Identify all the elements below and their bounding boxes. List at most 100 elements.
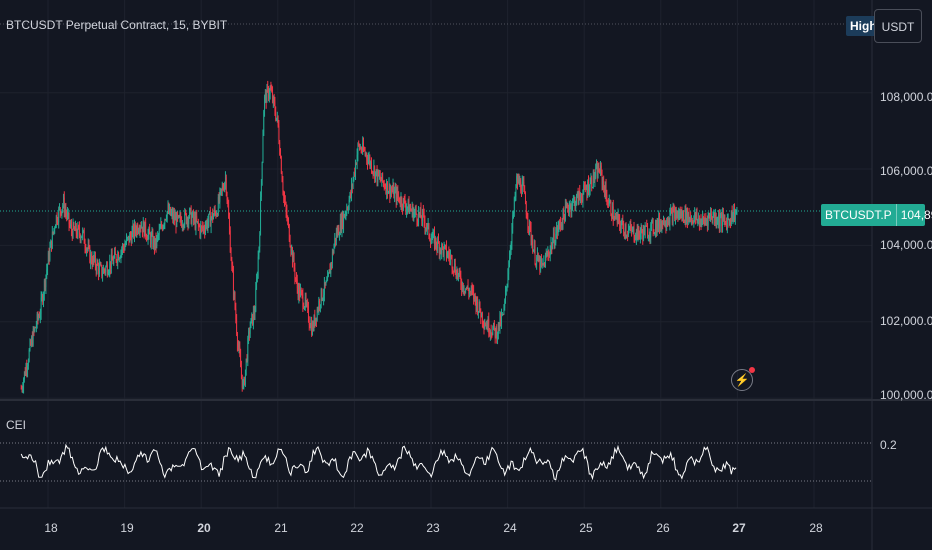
- candle-body: [401, 197, 403, 207]
- candle-body: [291, 248, 293, 252]
- candle-body: [273, 96, 275, 103]
- candle-body: [321, 288, 323, 300]
- candle-body: [176, 213, 178, 227]
- candle-body: [118, 258, 120, 261]
- candle-body: [671, 210, 673, 223]
- candle-body: [326, 280, 328, 282]
- candle-body: [403, 198, 405, 200]
- candle-body: [476, 299, 478, 309]
- candle-body: [222, 186, 224, 189]
- candle-body: [637, 226, 639, 240]
- candle-body: [249, 327, 251, 334]
- candle-body: [720, 214, 722, 218]
- candle-body: [373, 166, 375, 173]
- candle-body: [580, 196, 582, 200]
- candle-body: [571, 206, 573, 212]
- candle-body: [626, 234, 628, 236]
- candle-body: [173, 213, 174, 220]
- currency-button[interactable]: USDT: [874, 9, 922, 43]
- candle-body: [182, 225, 184, 228]
- candle-body: [554, 243, 556, 246]
- candle-body: [303, 306, 305, 309]
- candle-body: [120, 251, 122, 258]
- candle-body: [331, 251, 333, 264]
- candle-body: [493, 322, 494, 329]
- candle-body: [332, 251, 334, 254]
- candle-body: [205, 221, 207, 227]
- candle-body: [89, 246, 91, 263]
- candle-body: [680, 211, 682, 219]
- candle-body: [192, 212, 194, 217]
- candle-body: [558, 221, 560, 228]
- candle-body: [482, 322, 484, 325]
- candle-body: [681, 211, 683, 217]
- candle-body: [346, 208, 348, 214]
- candle-body: [639, 233, 640, 238]
- candle-body: [722, 213, 724, 219]
- candle-body: [73, 222, 75, 229]
- candle-body: [397, 190, 399, 197]
- candle-body: [646, 225, 648, 227]
- candle-body: [284, 201, 286, 204]
- indicator-tick: 0.2: [880, 438, 897, 452]
- candle-body: [734, 208, 735, 220]
- x-tick: 27: [732, 521, 746, 535]
- candle-body: [678, 214, 680, 218]
- candle-body: [426, 224, 428, 229]
- candle-body: [299, 286, 301, 297]
- candle-body: [659, 216, 660, 229]
- candle-body: [509, 250, 511, 256]
- high-badge: High: [846, 16, 881, 36]
- candle-body: [106, 264, 108, 275]
- candle-body: [345, 213, 347, 215]
- bolt-icon[interactable]: ⚡: [731, 367, 755, 391]
- candle-body: [229, 218, 230, 231]
- candle-body: [154, 238, 156, 249]
- candle-body: [334, 237, 336, 246]
- candle-body: [211, 212, 213, 219]
- candle-body: [79, 234, 81, 240]
- candle-body: [225, 177, 226, 184]
- candle-body: [533, 249, 534, 252]
- candle-body: [66, 212, 68, 217]
- indicator-title[interactable]: CEI: [6, 418, 27, 432]
- candle-body: [130, 234, 131, 237]
- candle-body: [158, 234, 159, 236]
- candle-body: [102, 273, 103, 277]
- candle-body: [492, 328, 494, 335]
- candle-body: [422, 210, 423, 222]
- y-tick: 106,000.0: [880, 164, 932, 178]
- candle-body: [521, 182, 523, 195]
- candle-body: [246, 358, 248, 362]
- candle-body: [384, 187, 386, 189]
- candle-body: [160, 224, 162, 229]
- candle-body: [501, 314, 502, 325]
- candle-body: [190, 208, 192, 224]
- candle-body: [235, 308, 237, 320]
- candle-body: [386, 181, 388, 194]
- candle-body: [629, 225, 631, 230]
- candle-body: [276, 115, 278, 118]
- candle-body: [261, 162, 263, 181]
- candle-body: [352, 179, 354, 187]
- cei-indicator-line: [0, 442, 872, 482]
- candle-body: [655, 223, 656, 233]
- candle-body: [166, 218, 167, 220]
- candle-body: [525, 192, 526, 204]
- candle-body: [375, 169, 377, 172]
- candle-body: [582, 192, 584, 202]
- candle-body: [378, 170, 380, 176]
- candle-body: [462, 283, 463, 291]
- candle-body: [63, 197, 65, 213]
- candle-body: [560, 223, 561, 227]
- candle-body: [324, 282, 326, 286]
- candle-body: [245, 369, 246, 385]
- symbol-title[interactable]: BTCUSDT Perpetual Contract, 15, BYBIT: [6, 18, 228, 32]
- candle-body: [244, 378, 246, 385]
- candle-body: [146, 238, 148, 241]
- candle-body: [662, 220, 664, 225]
- candle-body: [593, 171, 595, 181]
- candle-body: [167, 206, 169, 212]
